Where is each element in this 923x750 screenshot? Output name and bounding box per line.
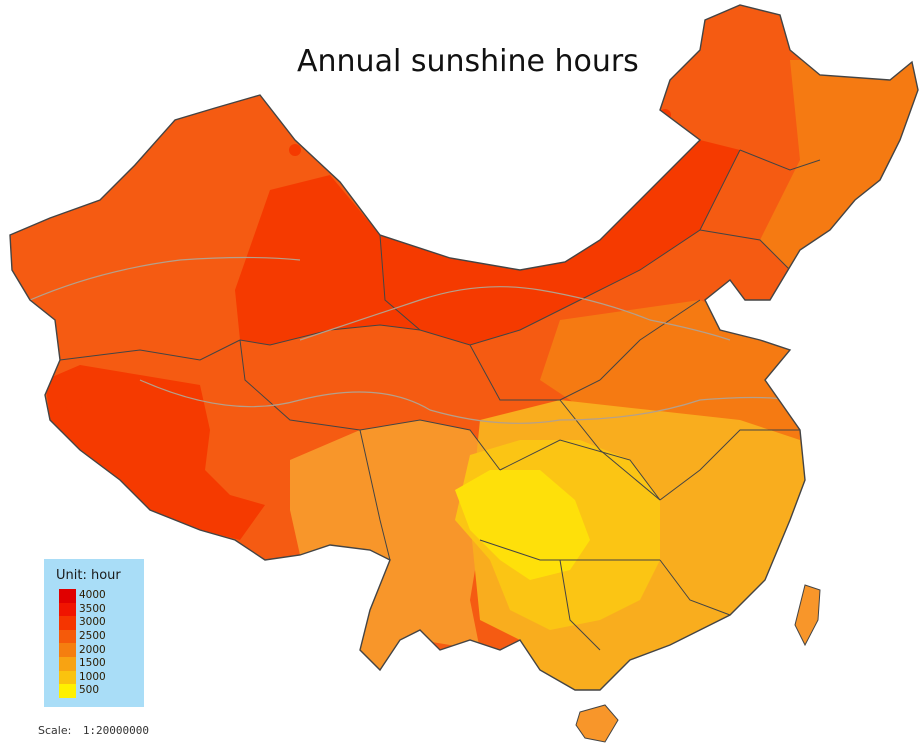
legend-swatch <box>59 643 76 657</box>
zone-north-very-high <box>235 140 740 345</box>
legend-items: 4000 3500 3000 2500 2000 1500 <box>59 589 106 698</box>
zone-southwest-mid <box>290 420 500 670</box>
province-boundaries <box>59 149 821 651</box>
legend-label: 3000 <box>79 616 106 629</box>
legend-swatch <box>59 684 76 698</box>
rivers <box>29 256 791 424</box>
zone-sichuan-very-low <box>455 470 590 580</box>
taiwan-island <box>794 584 821 647</box>
legend-box: Unit: hour 4000 3500 3000 2500 2000 <box>44 559 144 707</box>
legend-item: 4000 <box>59 589 106 603</box>
legend-swatch <box>59 589 76 603</box>
legend-label: 4000 <box>79 589 106 602</box>
legend-label: 2000 <box>79 643 106 656</box>
legend-title: Unit: hour <box>56 568 121 583</box>
legend-swatch <box>59 629 76 644</box>
legend-swatch <box>59 670 76 685</box>
legend-item: 2500 <box>59 629 106 644</box>
legend-label: 1500 <box>79 657 106 670</box>
legend-item: 3000 <box>59 616 106 630</box>
legend-swatch <box>59 656 76 671</box>
legend-label: 500 <box>79 684 100 697</box>
legend-label: 1000 <box>79 670 106 683</box>
legend-item: 3500 <box>59 602 106 617</box>
scale-value: 1:20000000 <box>82 724 150 737</box>
legend-swatch <box>59 616 76 630</box>
hotspot-xinjiang <box>289 144 301 156</box>
hainan-island <box>575 704 619 743</box>
legend-item: 1500 <box>59 656 106 671</box>
legend-label: 3500 <box>79 602 106 615</box>
legend-item: 2000 <box>59 643 106 657</box>
legend-item: 500 <box>59 684 106 698</box>
map-title: Annual sunshine hours <box>297 44 639 79</box>
legend-swatch <box>59 602 76 617</box>
zone-tibet-very-high <box>45 365 265 540</box>
scale-label: Scale: <box>38 724 72 737</box>
sunshine-zones <box>29 60 918 690</box>
country-outline <box>9 4 919 691</box>
scale-indicator: Scale: 1:20000000 <box>38 724 149 737</box>
hotspot-tibet-west <box>66 397 82 413</box>
legend-label: 2500 <box>79 630 106 643</box>
legend-item: 1000 <box>59 670 106 685</box>
